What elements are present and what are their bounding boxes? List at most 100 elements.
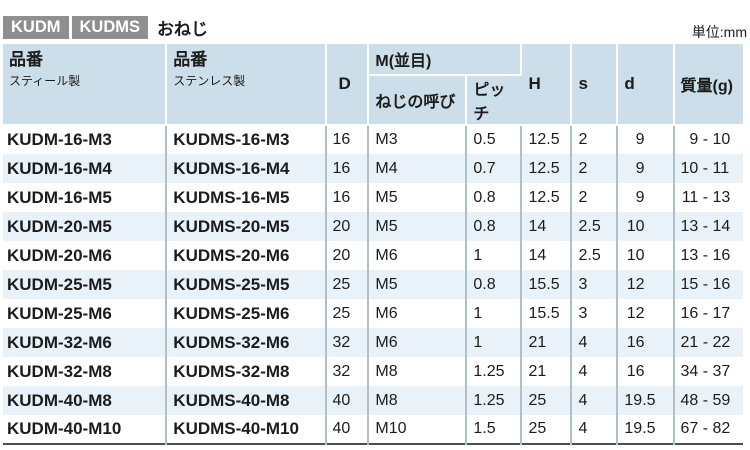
mass-min: 21 [680, 333, 699, 351]
cell-H: 12.5 [521, 183, 573, 212]
cell-H: 25 [521, 415, 573, 444]
table-row: KUDM-40-M10 KUDMS-40-M10 40 M10 1.5 25 4… [3, 415, 743, 444]
cell-thread: M6 [368, 241, 468, 270]
header-col-s: s [571, 44, 619, 126]
cell-s: 2 [571, 125, 619, 154]
cell-mass: 10 - 11 [674, 154, 743, 183]
cell-mass: 16 - 17 [674, 299, 743, 328]
mass-max: 13 [712, 188, 731, 206]
cell-thread: M6 [368, 328, 468, 357]
mass-separator: - [698, 275, 713, 293]
cell-thread: M5 [368, 183, 468, 212]
mass-separator: - [698, 131, 713, 148]
mass-separator: - [698, 391, 713, 409]
cell-D: 25 [325, 299, 370, 328]
cell-mass: 9 - 10 [674, 125, 743, 154]
cell-part-stainless: KUDMS-40-M8 [166, 386, 327, 415]
header-group-M: M(並目) [368, 44, 523, 76]
cell-thread: M8 [368, 357, 468, 386]
cell-part-stainless: KUDMS-16-M3 [166, 125, 327, 154]
cell-H: 15.5 [521, 299, 573, 328]
mass-min: 67 [680, 420, 699, 437]
cell-s: 2.5 [571, 241, 619, 270]
table-row: KUDM-25-M6 KUDMS-25-M6 25 M6 1 15.5 3 12… [3, 299, 743, 328]
cell-s: 3 [571, 299, 619, 328]
mass-max: 82 [712, 420, 731, 437]
cell-thread: M5 [368, 270, 468, 299]
cell-part-steel: KUDM-32-M8 [3, 357, 168, 386]
cell-d: 19.5 [617, 415, 675, 444]
mass-min: 13 [680, 246, 699, 264]
cell-part-steel: KUDM-16-M3 [3, 125, 168, 154]
cell-thread: M4 [368, 154, 468, 183]
table-body: KUDM-16-M3 KUDMS-16-M3 16 M3 0.5 12.5 2 … [3, 125, 743, 444]
mass-max: 16 [712, 275, 731, 293]
cell-mass: 13 - 16 [674, 241, 743, 270]
header-thread-name: ねじの呼び [368, 75, 468, 126]
cell-part-stainless: KUDMS-16-M4 [166, 154, 327, 183]
cell-d: 9 [617, 183, 675, 212]
mass-min: 10 [680, 159, 699, 177]
table-row: KUDM-40-M8 KUDMS-40-M8 40 M8 1.25 25 4 1… [3, 386, 743, 415]
cell-mass: 34 - 37 [674, 357, 743, 386]
cell-pitch: 0.8 [466, 270, 523, 299]
table-row: KUDM-16-M3 KUDMS-16-M3 16 M3 0.5 12.5 2 … [3, 125, 743, 154]
model-badge-kudms: KUDMS [71, 15, 148, 40]
mass-separator: - [698, 362, 713, 380]
material-steel-label: スティール製 [9, 74, 81, 89]
header-pitch: ピッチ [466, 75, 522, 126]
cell-thread: M6 [368, 299, 468, 328]
mass-max: 14 [712, 217, 731, 235]
cell-s: 4 [571, 357, 619, 386]
cell-d: 16 [617, 328, 675, 357]
header-part-stainless: 品番 ステンレス製 [166, 44, 327, 126]
table-row: KUDM-20-M5 KUDMS-20-M5 20 M5 0.8 14 2.5 … [3, 212, 743, 241]
cell-D: 40 [325, 386, 370, 415]
cell-pitch: 1 [466, 328, 523, 357]
cell-part-steel: KUDM-40-M10 [3, 415, 168, 444]
table-row: KUDM-16-M4 KUDMS-16-M4 16 M4 0.7 12.5 2 … [3, 154, 743, 183]
mass-max: 16 [712, 246, 731, 264]
cell-mass: 67 - 82 [674, 415, 743, 444]
page-title: おねじ [157, 20, 208, 39]
cell-pitch: 1 [466, 241, 523, 270]
cell-D: 16 [325, 154, 370, 183]
mass-min: 16 [680, 304, 699, 322]
model-badge-kudm: KUDM [3, 15, 69, 40]
cell-part-steel: KUDM-40-M8 [3, 386, 168, 415]
cell-mass: 11 - 13 [674, 183, 743, 212]
cell-d: 10 [617, 212, 675, 241]
cell-H: 15.5 [521, 270, 573, 299]
cell-pitch: 0.8 [466, 212, 523, 241]
cell-H: 21 [521, 357, 573, 386]
mass-min: 9 [689, 131, 699, 148]
cell-part-stainless: KUDMS-32-M8 [166, 357, 327, 386]
mass-max: 37 [712, 362, 731, 380]
header-col-d: d [617, 44, 675, 126]
cell-D: 16 [325, 183, 370, 212]
cell-part-steel: KUDM-20-M6 [3, 241, 168, 270]
mass-separator: - [698, 420, 713, 437]
cell-part-stainless: KUDMS-16-M5 [166, 183, 327, 212]
cell-d: 9 [617, 125, 675, 154]
mass-min: 34 [680, 362, 699, 380]
mass-separator: - [698, 188, 713, 206]
cell-D: 40 [325, 415, 370, 444]
table-row: KUDM-16-M5 KUDMS-16-M5 16 M5 0.8 12.5 2 … [3, 183, 743, 212]
cell-part-stainless: KUDMS-25-M6 [166, 299, 327, 328]
cell-pitch: 0.7 [466, 154, 523, 183]
cell-part-stainless: KUDMS-25-M5 [166, 270, 327, 299]
table-row: KUDM-20-M6 KUDMS-20-M6 20 M6 1 14 2.5 10… [3, 241, 743, 270]
mass-separator: - [698, 217, 713, 235]
cell-part-stainless: KUDMS-20-M6 [166, 241, 327, 270]
cell-mass: 21 - 22 [674, 328, 743, 357]
cell-d: 12 [617, 299, 675, 328]
table-row: KUDM-32-M8 KUDMS-32-M8 32 M8 1.25 21 4 1… [3, 357, 743, 386]
mass-separator: - [698, 304, 713, 322]
cell-H: 12.5 [521, 125, 573, 154]
cell-s: 2 [571, 183, 619, 212]
cell-thread: M3 [368, 125, 468, 154]
cell-D: 32 [325, 357, 370, 386]
cell-part-stainless: KUDMS-20-M5 [166, 212, 327, 241]
